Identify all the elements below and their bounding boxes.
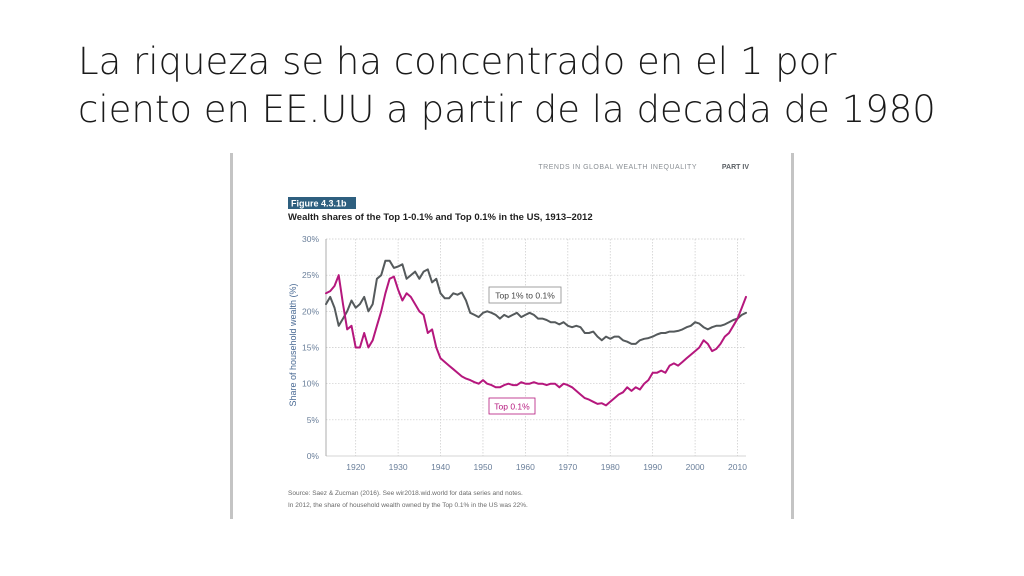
x-tick-label: 2000 <box>686 462 705 472</box>
page-left-edge <box>230 153 233 519</box>
figure-source: Source: Saez & Zucman (2016). See wir201… <box>288 490 523 497</box>
series-line-top1-to-01 <box>325 259 747 345</box>
report-page-image: TRENDS IN GLOBAL WEALTH INEQUALITY PART … <box>230 153 794 519</box>
y-tick-label: 30% <box>302 234 319 244</box>
callout-label-top1-to-01: Top 1% to 0.1% <box>495 291 555 301</box>
x-tick-label: 2010 <box>728 462 747 472</box>
x-tick-label: 1960 <box>516 462 535 472</box>
callout-box-top1-to-01 <box>488 286 562 304</box>
y-tick-label: 15% <box>302 343 319 353</box>
x-tick-label: 1990 <box>643 462 662 472</box>
figure-label: Figure 4.3.1b <box>291 199 347 209</box>
slide-title-line-2: ciento en EE.UU a partir de la decada de… <box>78 88 936 131</box>
y-tick-label: 5% <box>307 415 320 425</box>
figure-label-badge <box>288 197 356 209</box>
grid-layer <box>325 238 746 457</box>
callout-label-top01: Top 0.1% <box>494 402 530 412</box>
callout-top01: Top 0.1% <box>488 397 536 415</box>
page-right-edge <box>791 153 794 519</box>
callout-top1-to-01: Top 1% to 0.1% <box>488 286 562 304</box>
x-tick-label: 1970 <box>558 462 577 472</box>
chart-title: Wealth shares of the Top 1-0.1% and Top … <box>288 212 593 223</box>
page-header-section: TRENDS IN GLOBAL WEALTH INEQUALITY <box>538 164 697 171</box>
x-tick-label: 1950 <box>474 462 493 472</box>
callout-box-top01 <box>488 397 536 415</box>
tick-layer: 0% 5% 10% 15% 20% 25% 30% 1920 1930 1940 1950 1960 1… <box>302 234 747 472</box>
x-tick-label: 1930 <box>389 462 408 472</box>
y-axis-label: Share of household wealth (%) <box>288 283 298 406</box>
y-tick-label: 20% <box>302 306 319 316</box>
wealth-share-chart: TRENDS IN GLOBAL WEALTH INEQUALITY PART … <box>288 164 749 509</box>
figure-note: In 2012, the share of household wealth o… <box>288 502 528 509</box>
slide-title-line-1: La riqueza se ha concentrado en el 1 por <box>78 40 837 83</box>
series-layer <box>325 259 747 407</box>
slide-title: La riqueza se ha concentrado en el 1 por… <box>78 38 998 134</box>
y-tick-label: 25% <box>302 270 319 280</box>
y-tick-label: 0% <box>307 451 320 461</box>
series-line-top01 <box>325 274 747 407</box>
page-header-part: PART IV <box>722 164 749 171</box>
x-tick-label: 1940 <box>431 462 450 472</box>
y-tick-label: 10% <box>302 379 319 389</box>
x-tick-label: 1980 <box>601 462 620 472</box>
x-tick-label: 1920 <box>346 462 365 472</box>
